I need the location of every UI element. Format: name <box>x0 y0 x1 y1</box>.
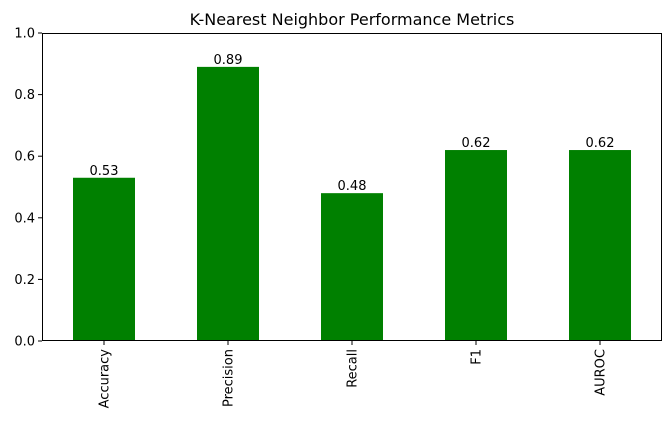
x-tick-label: Recall <box>346 349 361 388</box>
plot-frame <box>42 33 662 341</box>
chart-title: K-Nearest Neighbor Performance Metrics <box>190 10 515 29</box>
x-tick-label: Accuracy <box>98 349 113 409</box>
x-axis: Accuracy Precision Recall F1 AUROC <box>98 341 609 408</box>
bar-value-label: 0.53 <box>90 164 119 179</box>
y-tick-label: 0.6 <box>14 150 35 165</box>
bar-precision <box>197 66 259 341</box>
bars-group <box>73 66 631 341</box>
bar-f1 <box>445 150 507 341</box>
x-tick-label: Precision <box>222 349 237 407</box>
y-tick-label: 1.0 <box>14 27 35 42</box>
bar-value-label: 0.48 <box>338 179 367 194</box>
bar-value-label: 0.89 <box>214 53 243 68</box>
y-axis: 0.0 0.2 0.4 0.6 0.8 1.0 <box>14 27 42 350</box>
bar-auroc <box>569 150 631 341</box>
y-tick-label: 0.2 <box>14 273 35 288</box>
y-tick-label: 0.4 <box>14 211 35 226</box>
bar-value-label: 0.62 <box>462 136 491 151</box>
bar-recall <box>321 193 383 341</box>
bar-accuracy <box>73 177 135 341</box>
x-tick-label: AUROC <box>594 349 609 396</box>
y-tick-label: 0.0 <box>14 335 35 350</box>
y-tick-label: 0.8 <box>14 88 35 103</box>
bar-value-labels: 0.53 0.89 0.48 0.62 0.62 <box>90 53 615 194</box>
x-tick-label: F1 <box>470 349 485 365</box>
bar-value-label: 0.62 <box>586 136 615 151</box>
